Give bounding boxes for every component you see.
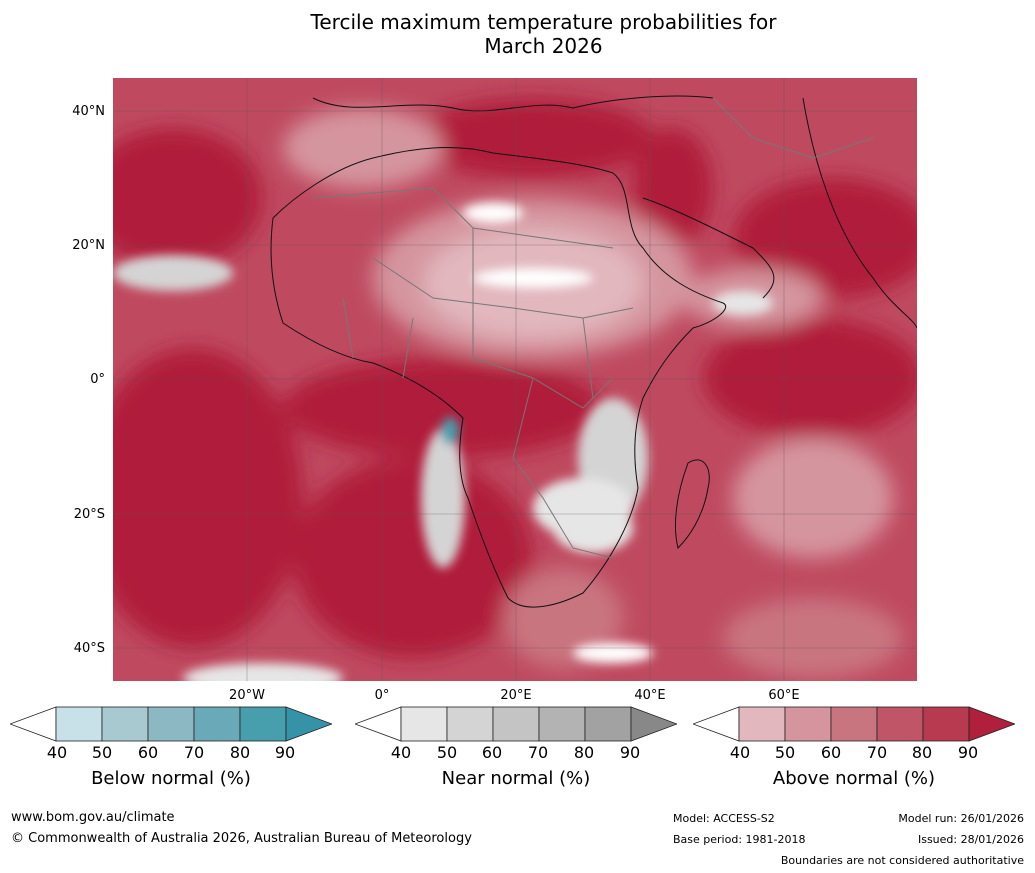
tick-below-90: 90	[274, 743, 296, 762]
tick-near-70: 70	[527, 743, 549, 762]
lat-label-40s: 40°S	[73, 641, 105, 656]
lon-label-60e: 60°E	[768, 688, 800, 703]
colorbar-label-above: Above normal (%)	[772, 768, 936, 789]
colorbar-near	[355, 706, 677, 742]
footer-issued: Issued: 28/01/2026	[917, 833, 1024, 846]
near-swatch-2	[446, 706, 494, 742]
footer-base-period: Base period: 1981-2018	[673, 833, 806, 846]
lon-label-20w: 20°W	[229, 688, 265, 703]
tick-near-60: 60	[481, 743, 503, 762]
footer-copyright: © Commonwealth of Australia 2026, Austra…	[11, 831, 472, 846]
tick-below-60: 60	[137, 743, 159, 762]
tick-above-50: 50	[774, 743, 796, 762]
above-swatch-1	[738, 706, 786, 742]
near-min-arrow	[355, 706, 402, 742]
colorbar-label-below: Below normal (%)	[91, 768, 251, 789]
above-min-arrow	[693, 706, 740, 742]
below-min-arrow	[10, 706, 57, 742]
footer-model: Model: ACCESS-S2	[673, 812, 775, 825]
lat-label-20n: 20°N	[72, 238, 105, 253]
tick-above-40: 40	[729, 743, 751, 762]
lat-label-20s: 20°S	[73, 507, 105, 522]
below-swatch-5	[239, 706, 287, 742]
chart-title: Tercile maximum temperature probabilitie…	[0, 10, 1035, 58]
above-swatch-5	[922, 706, 970, 742]
footer-disclaimer: Boundaries are not considered authoritat…	[780, 854, 1024, 867]
near-swatch-3	[492, 706, 540, 742]
lat-label-40n: 40°N	[72, 104, 105, 119]
above-swatch-4	[876, 706, 924, 742]
colorbar-label-near: Near normal (%)	[441, 768, 591, 789]
footer-model-run: Model run: 26/01/2026	[898, 812, 1024, 825]
tick-near-40: 40	[390, 743, 412, 762]
below-swatch-1	[55, 706, 103, 742]
above-swatch-3	[830, 706, 878, 742]
near-swatch-1	[400, 706, 448, 742]
tick-near-90: 90	[619, 743, 641, 762]
lon-label-20e: 20°E	[500, 688, 532, 703]
tick-below-80: 80	[229, 743, 251, 762]
below-swatch-4	[193, 706, 241, 742]
tick-below-50: 50	[91, 743, 113, 762]
below-swatch-2	[101, 706, 149, 742]
below-swatch-3	[147, 706, 195, 742]
lon-label-0: 0°	[374, 688, 390, 703]
near-max-arrow	[630, 706, 677, 742]
footer-url: www.bom.gov.au/climate	[11, 810, 175, 825]
tick-above-70: 70	[866, 743, 888, 762]
tick-above-80: 80	[911, 743, 933, 762]
near-swatch-4	[538, 706, 586, 742]
lon-label-40e: 40°E	[634, 688, 666, 703]
colorbar-above	[693, 706, 1015, 742]
tick-near-80: 80	[573, 743, 595, 762]
above-max-arrow	[968, 706, 1015, 742]
above-swatch-2	[784, 706, 832, 742]
title-line-2: March 2026	[484, 34, 603, 58]
near-swatch-5	[584, 706, 632, 742]
title-line-1: Tercile maximum temperature probabilitie…	[310, 10, 777, 34]
tick-above-60: 60	[820, 743, 842, 762]
probability-map	[113, 78, 917, 681]
tick-above-90: 90	[957, 743, 979, 762]
tick-near-50: 50	[436, 743, 458, 762]
tick-below-70: 70	[183, 743, 205, 762]
colorbar-below	[10, 706, 332, 742]
tick-below-40: 40	[46, 743, 68, 762]
lat-label-0: 0°	[90, 372, 105, 387]
below-max-arrow	[285, 706, 332, 742]
